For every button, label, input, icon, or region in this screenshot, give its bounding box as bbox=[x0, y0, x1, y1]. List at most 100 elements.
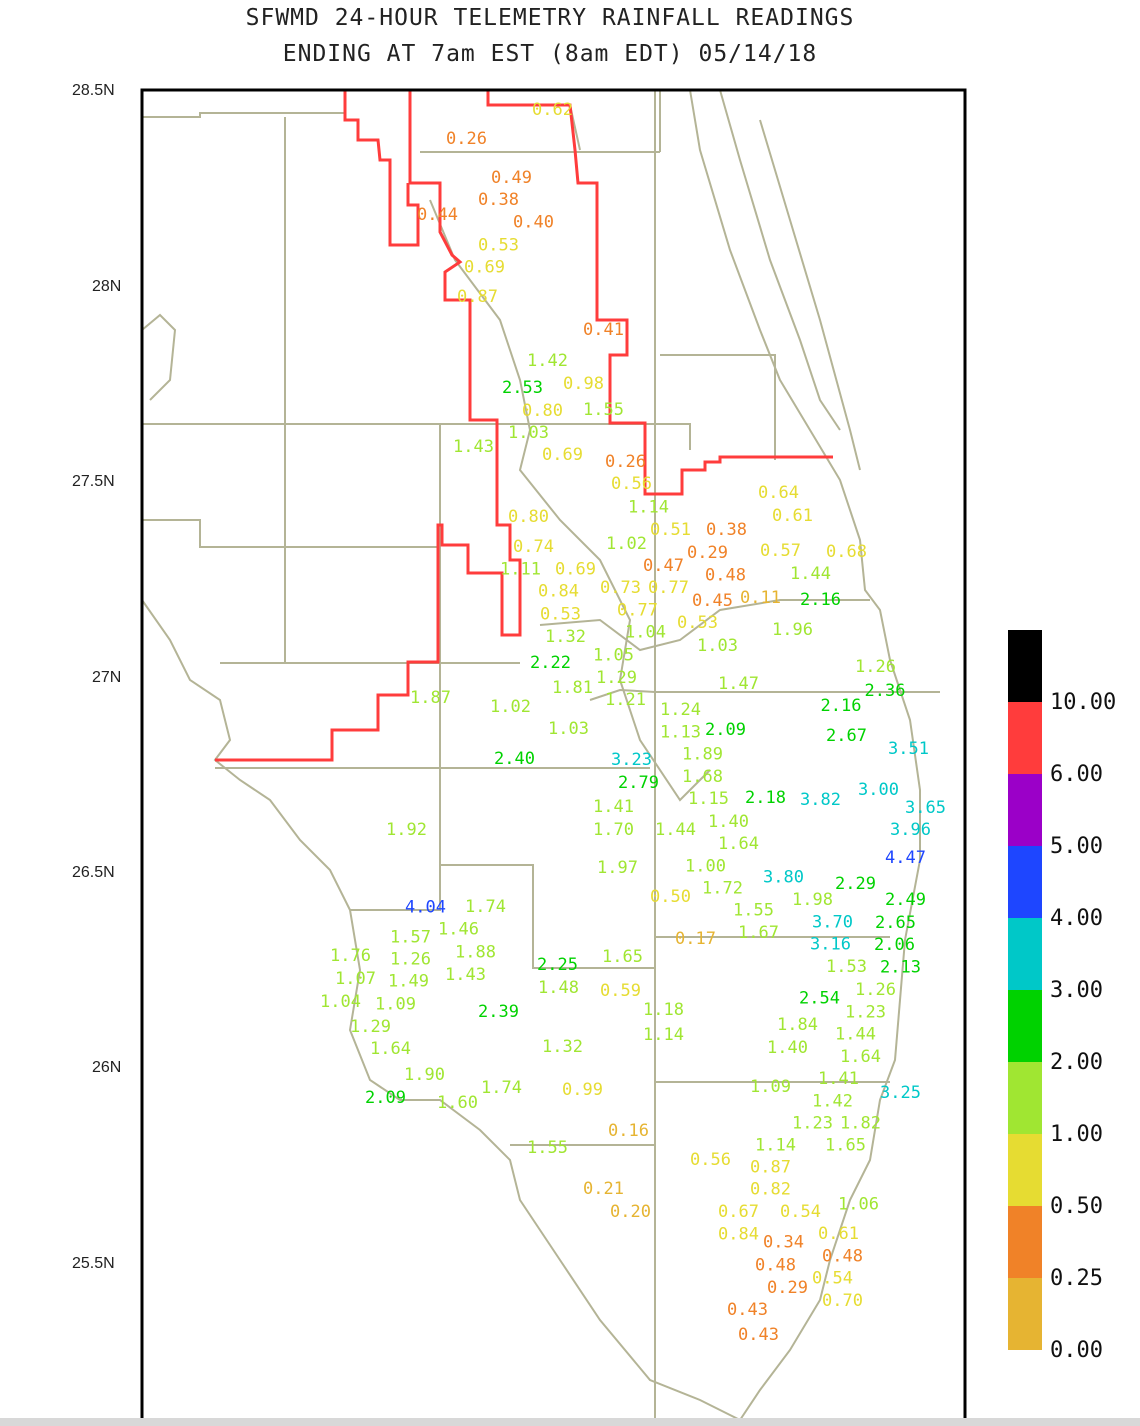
rainfall-reading: 0.59 bbox=[600, 981, 641, 1001]
rainfall-reading: 1.43 bbox=[453, 437, 494, 457]
rainfall-reading: 1.40 bbox=[767, 1038, 808, 1058]
rainfall-reading: 1.15 bbox=[688, 789, 729, 809]
legend-label-0: 0.00 bbox=[1050, 1338, 1103, 1363]
rainfall-reading: 0.98 bbox=[563, 374, 604, 394]
rainfall-reading: 1.72 bbox=[702, 878, 743, 898]
rainfall-labels: 0.620.260.490.380.44 0.400.530.690.870.41… bbox=[320, 100, 946, 1345]
rainfall-reading: 1.05 bbox=[593, 646, 634, 666]
rainfall-reading: 1.18 bbox=[643, 1000, 684, 1020]
rainfall-reading: 0.49 bbox=[491, 168, 532, 188]
rainfall-reading: 0.69 bbox=[555, 559, 596, 579]
rainfall-reading: 0.38 bbox=[478, 190, 519, 210]
rainfall-reading: 1.29 bbox=[596, 668, 637, 688]
rainfall-reading: 0.43 bbox=[738, 1325, 779, 1345]
rainfall-reading: 1.24 bbox=[660, 700, 701, 720]
rainfall-reading: 1.90 bbox=[404, 1065, 445, 1085]
rainfall-reading: 3.70 bbox=[812, 912, 853, 932]
rainfall-reading: 1.06 bbox=[838, 1194, 879, 1214]
rainfall-reading: 0.44 bbox=[417, 205, 458, 225]
rainfall-reading: 3.80 bbox=[763, 868, 804, 888]
rainfall-reading: 1.14 bbox=[643, 1025, 684, 1045]
rainfall-reading: 1.47 bbox=[718, 674, 759, 694]
rainfall-reading: 1.96 bbox=[772, 620, 813, 640]
rainfall-reading: 1.43 bbox=[445, 965, 486, 985]
rainfall-reading: 1.32 bbox=[542, 1037, 583, 1057]
rainfall-reading: 0.54 bbox=[812, 1269, 853, 1289]
legend-swatch bbox=[1008, 990, 1042, 1062]
rainfall-reading: 2.16 bbox=[800, 590, 841, 610]
rainfall-reading: 0.62 bbox=[532, 100, 573, 120]
rainfall-reading: 3.82 bbox=[800, 790, 841, 810]
rainfall-reading: 3.96 bbox=[890, 820, 931, 840]
legend-swatch bbox=[1008, 918, 1042, 990]
legend-label-0-5: 0.50 bbox=[1050, 1194, 1103, 1219]
rainfall-reading: 0.26 bbox=[446, 129, 487, 149]
rainfall-reading: 3.65 bbox=[905, 798, 946, 818]
rainfall-reading: 4.04 bbox=[405, 898, 446, 918]
rainfall-reading: 0.48 bbox=[755, 1256, 796, 1276]
rainfall-reading: 0.87 bbox=[750, 1158, 791, 1178]
rainfall-reading: 1.09 bbox=[750, 1077, 791, 1097]
rainfall-reading: 1.40 bbox=[708, 812, 749, 832]
rainfall-reading: 0.54 bbox=[780, 1202, 821, 1222]
rainfall-reading: 1.11 bbox=[500, 559, 541, 579]
rainfall-reading: 2.25 bbox=[537, 955, 578, 975]
rainfall-reading: 0.87 bbox=[457, 287, 498, 307]
rainfall-reading: 2.39 bbox=[478, 1002, 519, 1022]
rainfall-reading: 0.64 bbox=[758, 483, 799, 503]
rainfall-reading: 2.53 bbox=[502, 378, 543, 398]
lat-tick-25-5: 25.5N bbox=[72, 1255, 115, 1272]
rainfall-reading: 2.36 bbox=[865, 681, 906, 701]
rainfall-reading: 1.44 bbox=[835, 1025, 876, 1045]
rainfall-reading: 1.26 bbox=[390, 950, 431, 970]
rainfall-reading: 1.64 bbox=[840, 1047, 881, 1067]
rainfall-reading: 0.57 bbox=[760, 541, 801, 561]
rainfall-reading: 0.45 bbox=[692, 591, 733, 611]
rainfall-reading: 1.97 bbox=[597, 858, 638, 878]
rainfall-reading: 1.29 bbox=[350, 1017, 391, 1037]
rainfall-reading: 2.65 bbox=[875, 913, 916, 933]
rainfall-reading: 1.21 bbox=[605, 690, 646, 710]
rainfall-reading: 1.04 bbox=[320, 992, 361, 1012]
rainfall-reading: 0.73 bbox=[600, 578, 641, 598]
rainfall-reading: 1.41 bbox=[818, 1069, 859, 1089]
rainfall-reading: 1.89 bbox=[682, 745, 723, 765]
rainfall-reading: 0.53 bbox=[677, 613, 718, 633]
rainfall-reading: 0.48 bbox=[705, 565, 746, 585]
rainfall-reading: 1.65 bbox=[602, 947, 643, 967]
rainfall-reading: 2.40 bbox=[494, 749, 535, 769]
map-title-line-1: SFWMD 24-HOUR TELEMETRY RAINFALL READING… bbox=[245, 5, 855, 31]
legend-swatch bbox=[1008, 1134, 1042, 1206]
rainfall-reading: 1.88 bbox=[455, 943, 496, 963]
rainfall-reading: 0.61 bbox=[772, 506, 813, 526]
rainfall-reading: 0.16 bbox=[608, 1121, 649, 1141]
rainfall-reading: 0.69 bbox=[464, 258, 505, 278]
map-title-line-2: ENDING AT 7am EST (8am EDT) 05/14/18 bbox=[282, 41, 818, 67]
legend-label-10: 10.00 bbox=[1050, 690, 1117, 715]
legend-label-0-25: 0.25 bbox=[1050, 1266, 1103, 1291]
rainfall-reading: 1.41 bbox=[593, 797, 634, 817]
legend-swatch bbox=[1008, 846, 1042, 918]
rainfall-reading: 1.03 bbox=[508, 423, 549, 443]
window-bottom-edge bbox=[0, 1418, 1140, 1426]
rainfall-reading: 1.53 bbox=[826, 957, 867, 977]
rainfall-reading: 1.00 bbox=[685, 856, 726, 876]
rainfall-reading: 1.84 bbox=[777, 1015, 818, 1035]
rainfall-reading: 0.84 bbox=[538, 582, 579, 602]
rainfall-reading: 1.65 bbox=[825, 1136, 866, 1156]
rainfall-reading: 2.67 bbox=[826, 726, 867, 746]
rainfall-reading: 1.64 bbox=[370, 1039, 411, 1059]
rainfall-reading: 2.54 bbox=[799, 989, 840, 1009]
rainfall-reading: 1.92 bbox=[386, 820, 427, 840]
rainfall-reading: 0.82 bbox=[750, 1180, 791, 1200]
rainfall-reading: 2.29 bbox=[835, 874, 876, 894]
rainfall-reading: 1.26 bbox=[855, 657, 896, 677]
rainfall-reading: 1.09 bbox=[375, 995, 416, 1015]
rainfall-reading: 1.42 bbox=[527, 351, 568, 371]
rainfall-reading: 1.32 bbox=[545, 627, 586, 647]
rainfall-reading: 1.64 bbox=[718, 834, 759, 854]
lat-tick-28-5: 28.5N bbox=[72, 82, 115, 99]
rainfall-reading: 1.26 bbox=[855, 980, 896, 1000]
rainfall-reading: 2.13 bbox=[880, 958, 921, 978]
legend-label-1: 1.00 bbox=[1050, 1122, 1103, 1147]
